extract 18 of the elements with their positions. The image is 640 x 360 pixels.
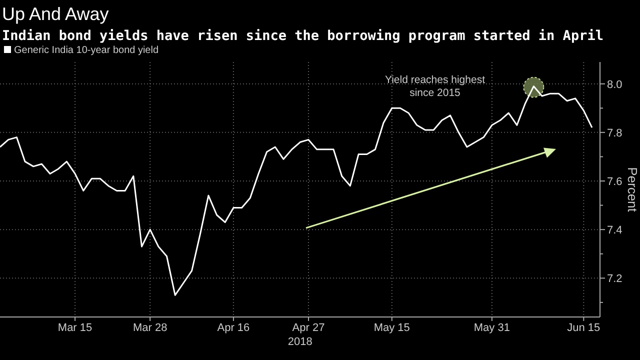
x-tick-label: Apr 16 — [217, 322, 250, 334]
x-tick-label: Apr 27 — [292, 322, 325, 334]
y-tick-label: 7.8 — [607, 127, 622, 140]
chart-title: Up And Away — [2, 4, 109, 24]
x-tick-label: May 31 — [474, 322, 510, 334]
y-tick-label: 7.2 — [607, 273, 622, 286]
x-tick-label: Mar 15 — [58, 322, 92, 334]
legend-label: Generic India 10-year bond yield — [14, 45, 159, 56]
y-tick-label: 7.4 — [607, 224, 622, 237]
y-tick-label: 8.0 — [607, 78, 622, 91]
y-axis-title: Percent — [625, 167, 640, 212]
x-axis-title: 2018 — [288, 336, 312, 348]
x-tick-label: May 15 — [374, 322, 410, 334]
y-tick-label: 7.6 — [607, 176, 622, 188]
annotation: Yield reaches highest since 2015 — [384, 74, 486, 99]
x-tick-label: Jun 15 — [567, 322, 600, 334]
x-tick-label: Mar 28 — [132, 322, 168, 334]
chart-subtitle: Indian bond yields have risen since the borrowing program started in April — [2, 28, 604, 44]
